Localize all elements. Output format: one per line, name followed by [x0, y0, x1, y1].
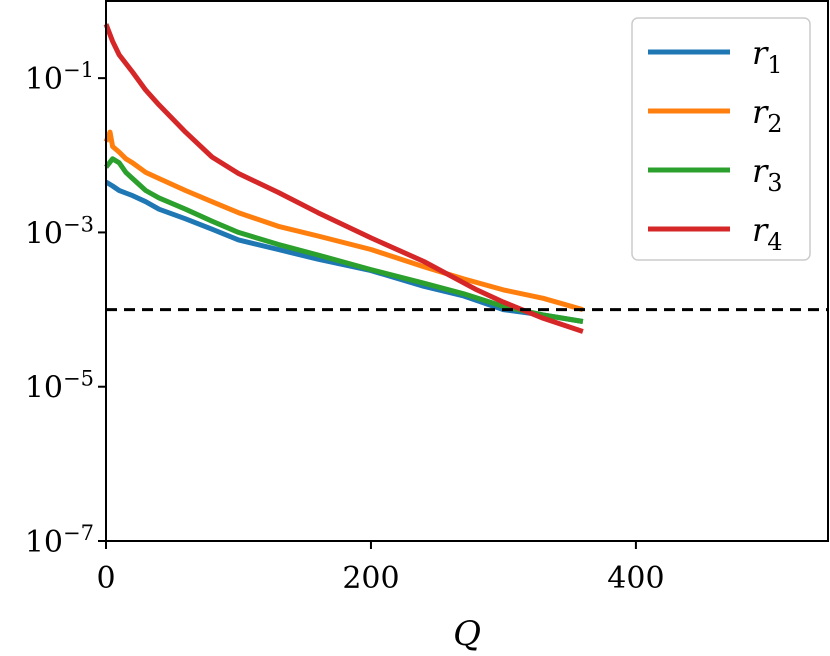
- y-tick-label: 10−3: [25, 212, 94, 251]
- series-layer: [103, 23, 584, 334]
- legend-label-r2: r2: [752, 93, 783, 138]
- series-line-r3: [104, 156, 584, 324]
- plot-frame: [105, 0, 829, 542]
- series-line-r4: [103, 23, 584, 334]
- x-ticks: 0 200 400: [96, 541, 665, 596]
- legend-label-r3: r3: [752, 152, 783, 197]
- y-ticks: 10−1 10−3 10−5 10−7: [25, 58, 106, 560]
- y-tick-label: 10−1: [25, 58, 94, 97]
- x-axis-label: Q: [453, 614, 481, 654]
- y-tick-label: 10−5: [25, 367, 94, 406]
- x-tick-label: 400: [607, 561, 664, 596]
- x-tick-label: 200: [342, 561, 399, 596]
- legend-label-r1: r1: [752, 34, 783, 79]
- y-tick-label: 10−7: [25, 521, 94, 560]
- legend-box: [631, 17, 811, 261]
- x-tick-label: 0: [96, 561, 115, 596]
- legend: r1 r2 r3 r4: [631, 17, 811, 261]
- series-line-r1: [104, 179, 584, 324]
- series-line-r2: [103, 129, 584, 313]
- legend-label-r4: r4: [752, 211, 783, 256]
